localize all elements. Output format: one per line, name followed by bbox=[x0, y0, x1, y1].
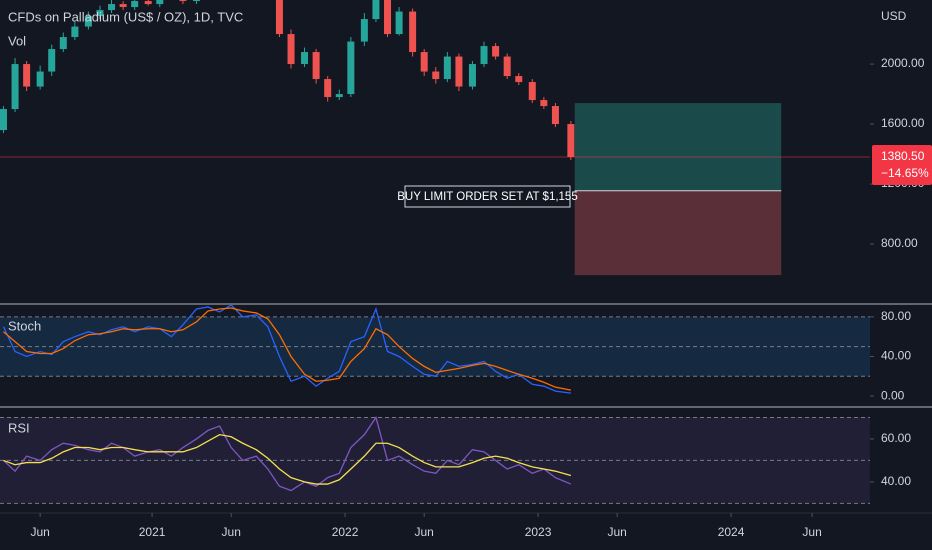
candle-body bbox=[312, 52, 320, 80]
candle-body bbox=[492, 46, 500, 57]
candle-body bbox=[301, 52, 309, 65]
y-tick-label: 60.00 bbox=[881, 431, 911, 445]
candle-body bbox=[395, 11, 403, 35]
candle-body bbox=[287, 34, 295, 65]
candle-body bbox=[432, 71, 440, 80]
y-tick-label: 40.00 bbox=[881, 349, 911, 363]
candle-body bbox=[567, 124, 575, 157]
y-tick-label: 1600.00 bbox=[881, 116, 925, 130]
indicator-line bbox=[3, 307, 571, 391]
candle-body bbox=[131, 1, 139, 8]
symbol-title: CFDs on Palladium (US$ / OZ), 1D, TVC bbox=[8, 9, 243, 24]
candle-body bbox=[551, 106, 559, 125]
candle-body bbox=[84, 16, 92, 27]
pane bbox=[0, 0, 870, 276]
candle-body bbox=[335, 94, 343, 98]
candle-body bbox=[420, 52, 428, 72]
candle-body bbox=[275, 0, 283, 35]
y-tick-label: 800.00 bbox=[881, 236, 918, 250]
x-tick-label: 2024 bbox=[718, 525, 745, 539]
x-tick-label: Jun bbox=[222, 525, 241, 539]
candle-body bbox=[48, 49, 56, 72]
annotation: BUY LIMIT ORDER SET AT $1,155 bbox=[397, 191, 577, 203]
candle-body bbox=[36, 71, 44, 87]
y-tick-label: 40.00 bbox=[881, 474, 911, 488]
pane bbox=[0, 305, 870, 394]
candle-body bbox=[59, 37, 67, 50]
x-tick-label: Jun bbox=[415, 525, 434, 539]
candle-body bbox=[119, 4, 127, 8]
y-tick-label: 80.00 bbox=[881, 309, 911, 323]
candle-body bbox=[144, 1, 152, 5]
loss-zone bbox=[574, 190, 782, 276]
change-label: −14.65% bbox=[881, 166, 929, 180]
indicator-line bbox=[3, 415, 572, 492]
last-price-label: 1380.50 bbox=[881, 149, 925, 163]
candle-body bbox=[179, 0, 187, 2]
candle-body bbox=[156, 0, 164, 5]
volume-label: Vol bbox=[8, 33, 26, 48]
candle-body bbox=[23, 64, 31, 87]
pane bbox=[0, 415, 870, 504]
candle-body bbox=[324, 79, 332, 98]
last-price-tag bbox=[872, 144, 932, 185]
candle-body bbox=[455, 56, 463, 87]
candle-body bbox=[515, 76, 523, 83]
candle-body bbox=[384, 0, 392, 35]
candle-body bbox=[528, 82, 536, 101]
stoch-label: Stoch bbox=[8, 318, 41, 333]
profit-zone bbox=[574, 103, 782, 191]
currency-label: USD bbox=[881, 9, 907, 23]
candle-body bbox=[540, 100, 548, 107]
x-tick-label: Jun bbox=[608, 525, 627, 539]
x-tick-label: Jun bbox=[802, 525, 821, 539]
y-tick-label: 0.00 bbox=[881, 388, 905, 402]
x-tick-label: 2023 bbox=[525, 525, 552, 539]
candle-body bbox=[480, 46, 488, 65]
x-tick-label: 2021 bbox=[139, 525, 166, 539]
candle-body bbox=[347, 41, 355, 95]
candle-body bbox=[0, 109, 7, 131]
candle-body bbox=[108, 4, 116, 11]
candle-body bbox=[372, 0, 380, 20]
candle-body bbox=[409, 11, 417, 53]
candle-body bbox=[96, 10, 104, 17]
y-tick-label: 2000.00 bbox=[881, 56, 925, 70]
candle-body bbox=[443, 56, 451, 80]
candle-body bbox=[360, 19, 368, 42]
annotation-box bbox=[404, 185, 571, 208]
x-tick-label: Jun bbox=[30, 525, 49, 539]
rsi-label: RSI bbox=[8, 420, 30, 435]
candle-body bbox=[192, 0, 200, 2]
candle-body bbox=[468, 64, 476, 87]
indicator-line bbox=[3, 433, 572, 485]
candle-body bbox=[11, 64, 19, 110]
candle-body bbox=[503, 56, 511, 77]
x-tick-label: 2022 bbox=[332, 525, 359, 539]
candle-body bbox=[71, 26, 79, 38]
